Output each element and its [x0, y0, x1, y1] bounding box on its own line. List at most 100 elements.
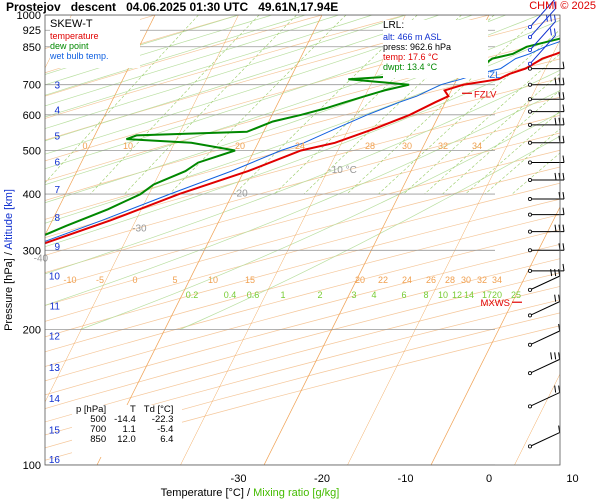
mixing-ratio-label: 14 — [464, 290, 474, 300]
wind-barb-station — [528, 177, 533, 182]
lrl-title: LRL: — [383, 20, 405, 31]
wind-barb-station — [528, 404, 533, 409]
moist-adiabat-line — [45, 15, 339, 107]
station-coords: 49.61N,17.94E — [258, 0, 339, 14]
levels-table: p [hPa] T Td [°C] 500 -14.4 -22.3 700 1.… — [72, 405, 182, 457]
altitude-tick-label: 7 — [54, 185, 60, 196]
wind-barb-feather — [562, 135, 565, 143]
wind-barb-feather — [549, 28, 552, 36]
wind-barb-icon — [528, 385, 561, 409]
wind-barb-feather — [562, 224, 565, 232]
wind-barb-icon — [528, 269, 561, 292]
mixing-ratio-label: 20 — [492, 290, 502, 300]
wind-barb-station — [528, 66, 533, 71]
table-header-row: p [hPa] T Td [°C] — [72, 405, 177, 415]
altitude-tick-label: 5 — [54, 131, 60, 142]
wind-barb-feather — [553, 14, 556, 22]
wind-barb-station — [528, 160, 533, 165]
mixing-ratio-label: 1 — [280, 290, 285, 300]
table-row: 850 12.0 6.4 — [72, 435, 177, 445]
legend-item-wetbulb: wet bulb temp. — [50, 51, 109, 61]
altitude-tick-label: 15 — [49, 425, 61, 436]
pressure-tick-label: 200 — [23, 325, 41, 337]
wind-barb-feather — [554, 117, 557, 125]
dry-adiabat-line — [45, 15, 490, 141]
wind-barb-feather — [549, 14, 552, 22]
lrl-altitude: alt: 466 m ASL — [383, 32, 442, 42]
table-cell: -14.4 — [114, 414, 136, 425]
sounding-datetime: 04.06.2025 01:30 UTC — [126, 0, 249, 14]
wind-barb-shaft — [529, 275, 560, 291]
lrl-pressure: press: 962.6 hPa — [383, 42, 452, 52]
wind-barb-icon — [528, 1, 556, 40]
altitude-tick-label: 4 — [54, 106, 60, 117]
dry-adiabat-line — [45, 77, 560, 220]
wind-barb-station — [528, 371, 533, 376]
wind-barb-feather — [554, 352, 557, 360]
dry-adiabat-line — [45, 198, 560, 338]
mixing-ratio-label: 10 — [438, 290, 448, 300]
wind-barb-station — [528, 197, 533, 202]
wind-barb-feather — [562, 207, 565, 215]
wind-barb-station — [528, 342, 533, 347]
wind-barb-icon — [528, 28, 556, 66]
series-line-wet-bulb-temp- — [45, 41, 560, 242]
wind-barb-shaft — [529, 0, 555, 28]
wind-barb-feather — [562, 77, 565, 85]
moist-adiabat-label: 0 — [82, 141, 87, 151]
isotherm-label: -30 — [132, 224, 147, 235]
table-cell: 1.1 — [122, 424, 136, 435]
moist-adiabat-label: 28 — [365, 141, 375, 151]
station-name: Prostejov — [6, 0, 61, 14]
moist-adiabat-label: 32 — [438, 141, 448, 151]
temperature-tick-label: 0 — [486, 473, 492, 485]
legend-box: SKEW-T temperature dew point wet bulb te… — [50, 18, 140, 68]
altitude-tick-label: 16 — [49, 455, 61, 466]
moist-adiabat-label: 26 — [426, 275, 436, 285]
wind-barb-station — [528, 35, 533, 40]
series-line-dew-point — [45, 37, 560, 236]
wind-barb-feather — [562, 191, 565, 200]
table-cell: 6.4 — [160, 434, 174, 445]
legend-title: SKEW-T — [50, 18, 93, 30]
wind-barb-shaft — [529, 330, 560, 346]
table-cell: -5.4 — [157, 424, 174, 435]
mixing-ratio-line — [403, 53, 560, 195]
wind-barb-station — [528, 82, 533, 87]
dry-adiabat-line — [45, 258, 560, 396]
table-cell: 500 — [90, 414, 107, 425]
pressure-tick-label: 500 — [23, 145, 41, 157]
table-row: 700 1.1 -5.4 — [72, 425, 177, 435]
isotherm-label: -20 — [233, 189, 248, 200]
lrl-info-box: LRL: alt: 466 m ASL press: 962.6 hPa tem… — [383, 20, 488, 78]
pressure-tick-label: 700 — [23, 80, 41, 92]
wind-barb-shaft — [529, 358, 560, 374]
wind-barb-icon — [528, 117, 565, 127]
mixing-ratio-line — [484, 128, 560, 195]
wind-barbs — [528, 0, 565, 449]
temperature-tick-label: -20 — [314, 473, 330, 485]
mixing-ratio-label: 17 — [482, 290, 492, 300]
mixing-ratio-label: 0.6 — [247, 290, 260, 300]
moist-adiabat-label: 32 — [477, 275, 487, 285]
moist-adiabat-line — [179, 135, 560, 330]
isotherm-label: -10 °C — [328, 165, 356, 176]
wind-barb-feather — [558, 294, 561, 302]
altitude-tick-label: 11 — [50, 302, 61, 313]
altitude-tick-label: 3 — [54, 80, 60, 91]
dry-adiabat-line — [45, 149, 560, 290]
moist-adiabat-label: 24 — [295, 141, 305, 151]
moist-adiabat-label: 30 — [402, 141, 412, 151]
moist-adiabat-label: 15 — [245, 275, 255, 285]
moist-adiabat-label: 10 — [123, 141, 133, 151]
isotherm-line — [96, 15, 323, 465]
legend-item-temperature: temperature — [50, 31, 99, 41]
plot-frame — [44, 14, 561, 466]
moist-adiabat-label: 24 — [402, 275, 412, 285]
wind-barb-station — [528, 122, 533, 127]
wind-barb-station — [528, 61, 533, 66]
lrl-temperature: temp: 17.6 °C — [383, 52, 439, 62]
pressure-tick-label: 400 — [23, 189, 41, 201]
dry-adiabat-line — [45, 96, 560, 238]
mixing-ratio-line — [511, 152, 560, 195]
